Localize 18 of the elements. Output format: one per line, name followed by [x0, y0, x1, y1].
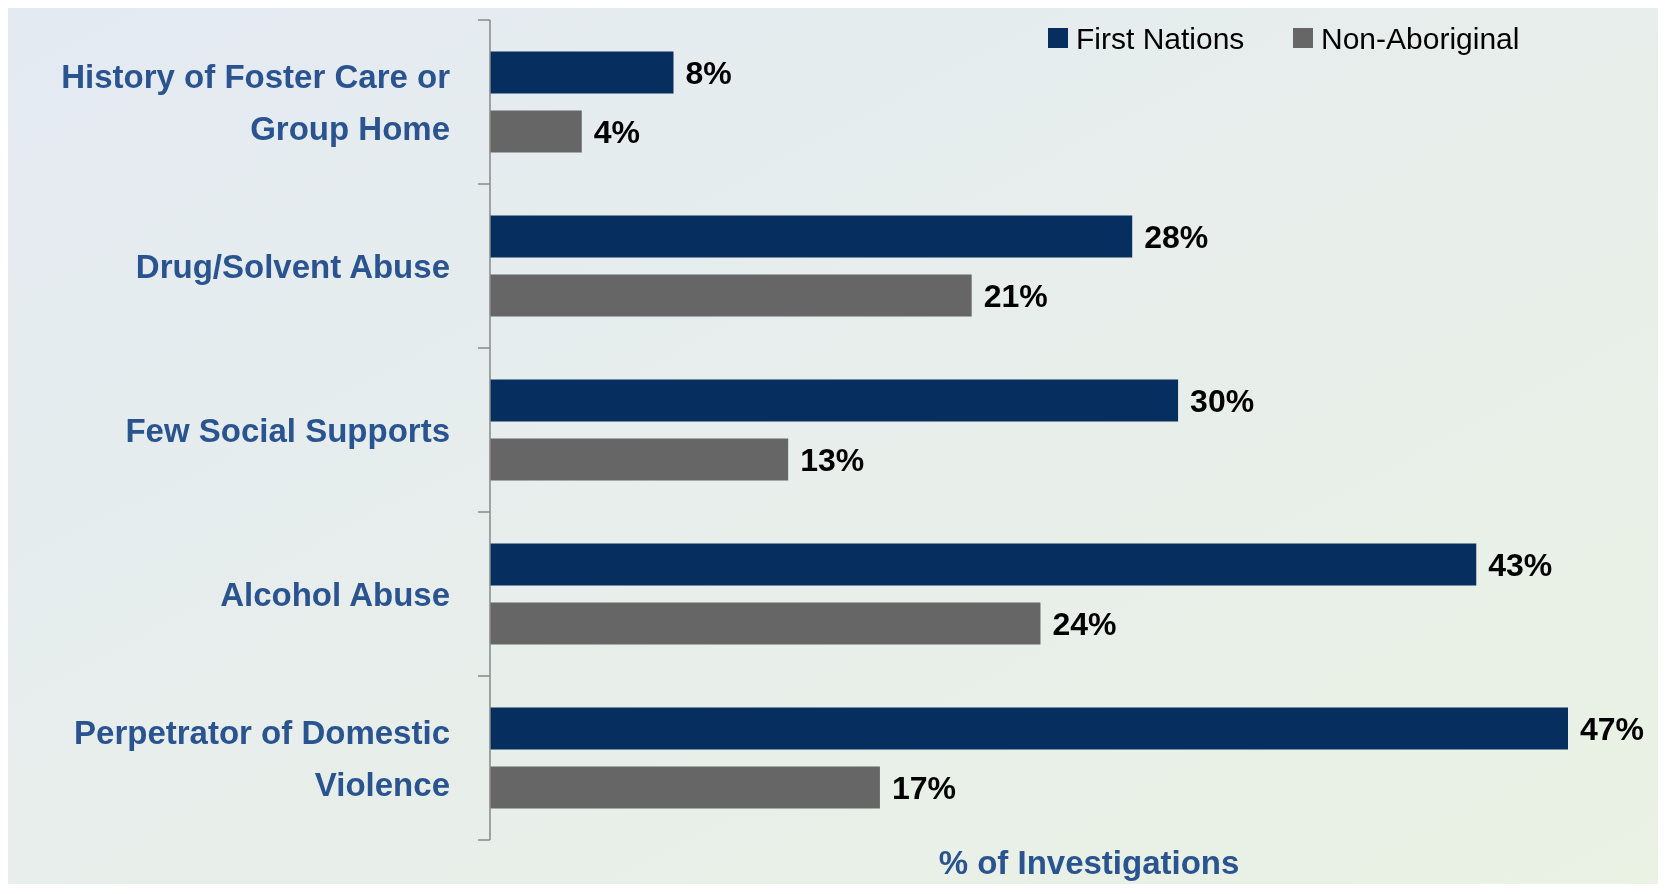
data-label: 24% — [1052, 605, 1117, 642]
y-tick-label: Drug/Solvent Abuse — [135, 247, 450, 285]
data-label: 30% — [1190, 382, 1255, 419]
data-label: 21% — [983, 277, 1048, 314]
legend-label: First Nations — [1076, 21, 1245, 55]
legend-label: Non-Aboriginal — [1321, 21, 1520, 55]
data-label: 47% — [1580, 710, 1645, 747]
y-tick-label: Alcohol Abuse — [220, 575, 450, 613]
data-label: 43% — [1488, 546, 1553, 583]
y-tick-label: Few Social Supports — [125, 411, 450, 449]
x-axis-title: % of Investigations — [938, 844, 1240, 881]
data-label: 8% — [685, 54, 732, 91]
data-label: 13% — [800, 441, 865, 478]
y-tick-label: Perpetrator of Domestic Violence — [74, 713, 450, 803]
data-label: 28% — [1144, 218, 1209, 255]
data-label: 17% — [891, 769, 956, 806]
data-label: 4% — [593, 113, 640, 150]
y-tick-label: History of Foster Care or Group Home — [61, 57, 451, 147]
